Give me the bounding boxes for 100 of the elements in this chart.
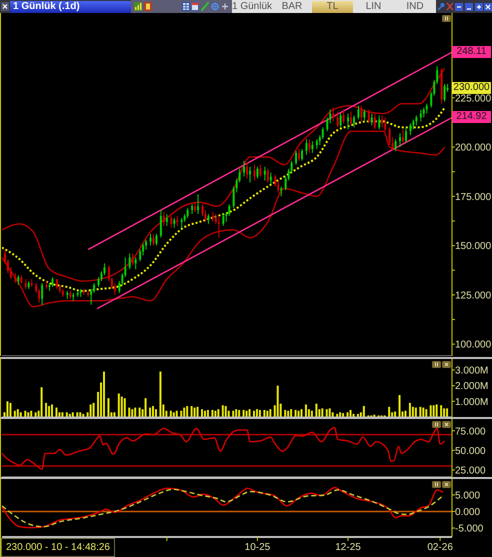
candlestick	[186, 208, 189, 218]
candlestick	[218, 216, 220, 238]
bar	[159, 372, 162, 417]
bar	[246, 410, 248, 417]
candlestick	[246, 162, 248, 180]
bar	[201, 409, 204, 417]
bar	[134, 408, 136, 417]
y-tick-label: 75.000	[455, 426, 486, 438]
candlestick	[56, 278, 58, 290]
candlestick	[350, 111, 352, 126]
line-series	[2, 106, 446, 292]
annotation: 214.92	[452, 111, 491, 124]
candlestick	[197, 194, 200, 215]
candlestick	[155, 233, 158, 246]
candlestick	[336, 111, 339, 128]
bar	[284, 410, 286, 417]
bar	[144, 398, 147, 417]
bar	[107, 398, 110, 417]
bar	[446, 408, 448, 417]
candlestick	[176, 216, 178, 226]
candlestick	[222, 214, 224, 226]
bar	[398, 395, 401, 417]
chart-title: 1 Günlük (.1d)	[10, 1, 131, 13]
bar	[412, 406, 414, 417]
candlestick	[259, 164, 262, 178]
bar	[414, 408, 417, 417]
y-tick-label: 150.000	[455, 241, 492, 252]
bar	[120, 396, 123, 417]
bar	[16, 409, 19, 417]
bar	[204, 410, 206, 417]
candlestick	[166, 214, 168, 226]
bar	[300, 409, 303, 417]
y-tick-label: 1.000M	[455, 396, 488, 408]
candlestick	[295, 150, 298, 166]
bar	[298, 410, 300, 417]
line-series	[2, 130, 446, 308]
candlestick	[173, 218, 176, 228]
candlestick	[374, 113, 376, 130]
candlestick	[426, 103, 428, 114]
bar	[183, 408, 186, 417]
candlestick	[370, 113, 373, 126]
bar	[443, 408, 446, 417]
candlestick	[360, 105, 362, 122]
bar	[422, 408, 424, 417]
candlestick	[194, 202, 196, 213]
bar	[294, 410, 297, 417]
candlestick	[363, 109, 366, 122]
candlestick	[280, 186, 282, 197]
bar	[350, 410, 352, 417]
y-tick-label: 2.000M	[455, 381, 488, 392]
candlestick	[170, 216, 172, 228]
candlestick	[305, 138, 308, 156]
bar	[258, 410, 261, 417]
bar	[440, 405, 442, 417]
candlestick	[298, 148, 300, 162]
bar	[252, 410, 255, 417]
bar	[138, 408, 141, 417]
x-tick-label: 12-25	[335, 542, 362, 554]
bar	[310, 410, 313, 417]
bar	[92, 402, 95, 417]
candlestick	[415, 115, 418, 126]
bar	[128, 408, 130, 417]
candlestick	[14, 272, 16, 284]
bar	[276, 386, 279, 417]
bar	[436, 404, 438, 417]
bar	[194, 408, 196, 417]
bar	[342, 413, 344, 417]
candlestick	[381, 115, 384, 128]
text: 1 Günlük	[232, 1, 272, 13]
y-tick-label: 50.000	[455, 446, 486, 457]
bar	[315, 404, 318, 417]
y-tick-label: 0.000	[455, 507, 480, 518]
bar	[206, 410, 209, 417]
bar	[321, 408, 324, 417]
bar	[176, 410, 178, 417]
candlestick	[264, 166, 266, 182]
bar	[394, 412, 396, 417]
candlestick	[384, 116, 386, 132]
bar	[224, 406, 227, 417]
bar	[190, 406, 193, 417]
bar	[152, 406, 154, 417]
candlestick	[128, 252, 131, 270]
bar	[222, 405, 224, 417]
y-tick-label: 25.000	[455, 465, 486, 476]
bar	[248, 409, 251, 417]
y-tick-label: 3.000M	[455, 366, 488, 377]
bar	[425, 409, 428, 417]
bar	[186, 406, 188, 417]
bar	[6, 401, 8, 417]
candlestick	[399, 132, 402, 148]
bar	[154, 409, 157, 417]
bar	[242, 410, 245, 417]
bar	[287, 410, 290, 417]
bar	[48, 406, 50, 417]
candlestick	[347, 113, 350, 130]
candlestick	[340, 113, 342, 128]
bar	[388, 406, 390, 417]
text: LIN	[364, 1, 382, 13]
y-tick-label: 100.000	[455, 340, 492, 351]
bar	[430, 405, 432, 417]
